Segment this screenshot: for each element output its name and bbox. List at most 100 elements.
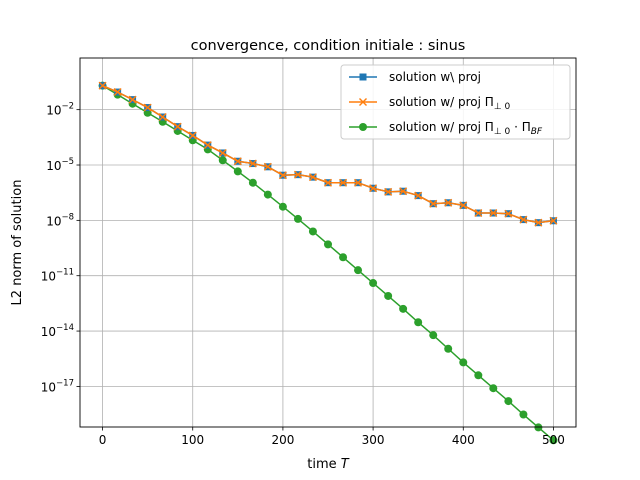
x-tick-label: 300 <box>362 433 385 447</box>
data-point <box>158 113 167 121</box>
legend-marker <box>359 73 367 81</box>
series-2 <box>98 81 558 227</box>
x-marker-stroke <box>489 209 498 218</box>
data-point <box>444 344 453 353</box>
data-point <box>233 157 242 166</box>
data-point <box>339 178 348 187</box>
data-point <box>218 156 227 165</box>
x-marker-stroke <box>188 131 197 140</box>
data-point <box>218 148 227 157</box>
y-tick-label: 10−14 <box>41 323 74 339</box>
data-point <box>474 209 483 218</box>
x-marker-stroke <box>384 187 393 196</box>
data-point <box>369 184 378 193</box>
data-point <box>459 201 468 210</box>
x-marker-stroke <box>414 191 423 200</box>
data-point <box>414 191 423 200</box>
legend-label: solution w\ proj <box>389 70 481 84</box>
x-marker-stroke <box>203 141 212 150</box>
data-point <box>143 103 152 112</box>
x-marker-stroke <box>128 95 137 104</box>
data-point <box>354 266 363 275</box>
x-marker-stroke <box>519 215 528 224</box>
legend-frame <box>340 64 571 140</box>
x-tick-label: 500 <box>542 433 565 447</box>
data-point <box>369 279 378 288</box>
data-point <box>504 209 513 218</box>
x-marker-stroke <box>308 173 317 182</box>
data-point <box>203 141 212 150</box>
data-point <box>324 240 332 249</box>
data-point <box>324 178 332 187</box>
x-marker-stroke <box>339 178 348 187</box>
y-tick-label: 10−8 <box>46 212 74 228</box>
data-point <box>188 131 197 140</box>
x-marker-stroke <box>173 122 182 131</box>
x-marker-stroke <box>429 199 438 208</box>
series-layer <box>98 81 558 445</box>
legend-entry: solution w/ proj Π⊥ 0 · ΠBF <box>349 120 543 137</box>
x-marker-stroke <box>459 201 468 210</box>
x-marker-stroke <box>444 198 453 207</box>
x-marker-stroke <box>278 171 287 180</box>
data-point <box>278 171 287 180</box>
data-point <box>399 187 408 196</box>
data-point <box>474 371 483 380</box>
x-tick-label: 0 <box>99 433 107 447</box>
x-tick-label: 400 <box>452 433 475 447</box>
data-point <box>519 410 528 419</box>
x-marker-stroke <box>534 218 543 227</box>
y-tick-label: 10−2 <box>46 102 74 118</box>
data-point <box>248 178 257 187</box>
data-point <box>308 173 317 182</box>
x-marker-stroke <box>293 170 302 179</box>
x-marker-stroke <box>369 184 378 193</box>
x-marker-stroke <box>474 209 483 218</box>
x-tick-label: 200 <box>271 433 294 447</box>
data-point <box>263 190 272 199</box>
x-marker-stroke <box>324 178 332 187</box>
x-marker-stroke <box>218 148 227 157</box>
data-point <box>489 384 498 393</box>
data-point <box>444 198 453 207</box>
data-point <box>459 358 468 367</box>
x-marker-stroke <box>354 178 363 187</box>
data-point <box>534 218 543 227</box>
data-point <box>519 215 528 224</box>
plot-frame <box>79 57 577 428</box>
x-axis-label: time T <box>307 457 350 472</box>
data-point <box>293 170 302 179</box>
chart-title: convergence, condition initiale : sinus <box>191 38 466 54</box>
legend-entry: solution w/ proj Π⊥ 0 <box>349 95 511 112</box>
data-point <box>128 95 137 104</box>
y-axis-ticks: 10−2 10−5 10−8 10−11 10−14 10−17 <box>41 102 80 394</box>
x-marker-stroke <box>504 209 513 218</box>
data-point <box>263 162 272 171</box>
legend-marker <box>359 98 367 106</box>
data-point <box>549 436 558 445</box>
data-point <box>113 88 122 97</box>
data-point <box>384 187 393 196</box>
data-point <box>233 167 242 176</box>
y-tick-label: 10−17 <box>41 378 74 394</box>
x-tick-label: 100 <box>181 433 204 447</box>
data-point <box>278 202 287 211</box>
data-point <box>429 331 438 340</box>
data-point <box>293 214 302 223</box>
x-marker-stroke <box>113 88 122 97</box>
legend-marker <box>359 123 367 131</box>
legend-entry: solution w\ proj <box>349 70 481 84</box>
x-marker-stroke <box>549 216 558 225</box>
x-marker-stroke <box>263 162 272 171</box>
x-marker-stroke <box>158 113 167 121</box>
x-axis-ticks: 0 100 200 300 400 500 <box>99 427 565 447</box>
data-point <box>173 122 182 131</box>
legend-label: solution w/ proj Π⊥ 0 · ΠBF <box>389 120 543 137</box>
legend-label: solution w/ proj Π⊥ 0 <box>389 95 511 112</box>
legend: solution w\ proj solution w/ proj Π⊥ 0 sol… <box>340 64 571 140</box>
x-marker-stroke <box>98 81 107 90</box>
data-point <box>354 178 363 187</box>
data-point <box>384 291 393 300</box>
y-tick-label: 10−11 <box>41 268 74 284</box>
